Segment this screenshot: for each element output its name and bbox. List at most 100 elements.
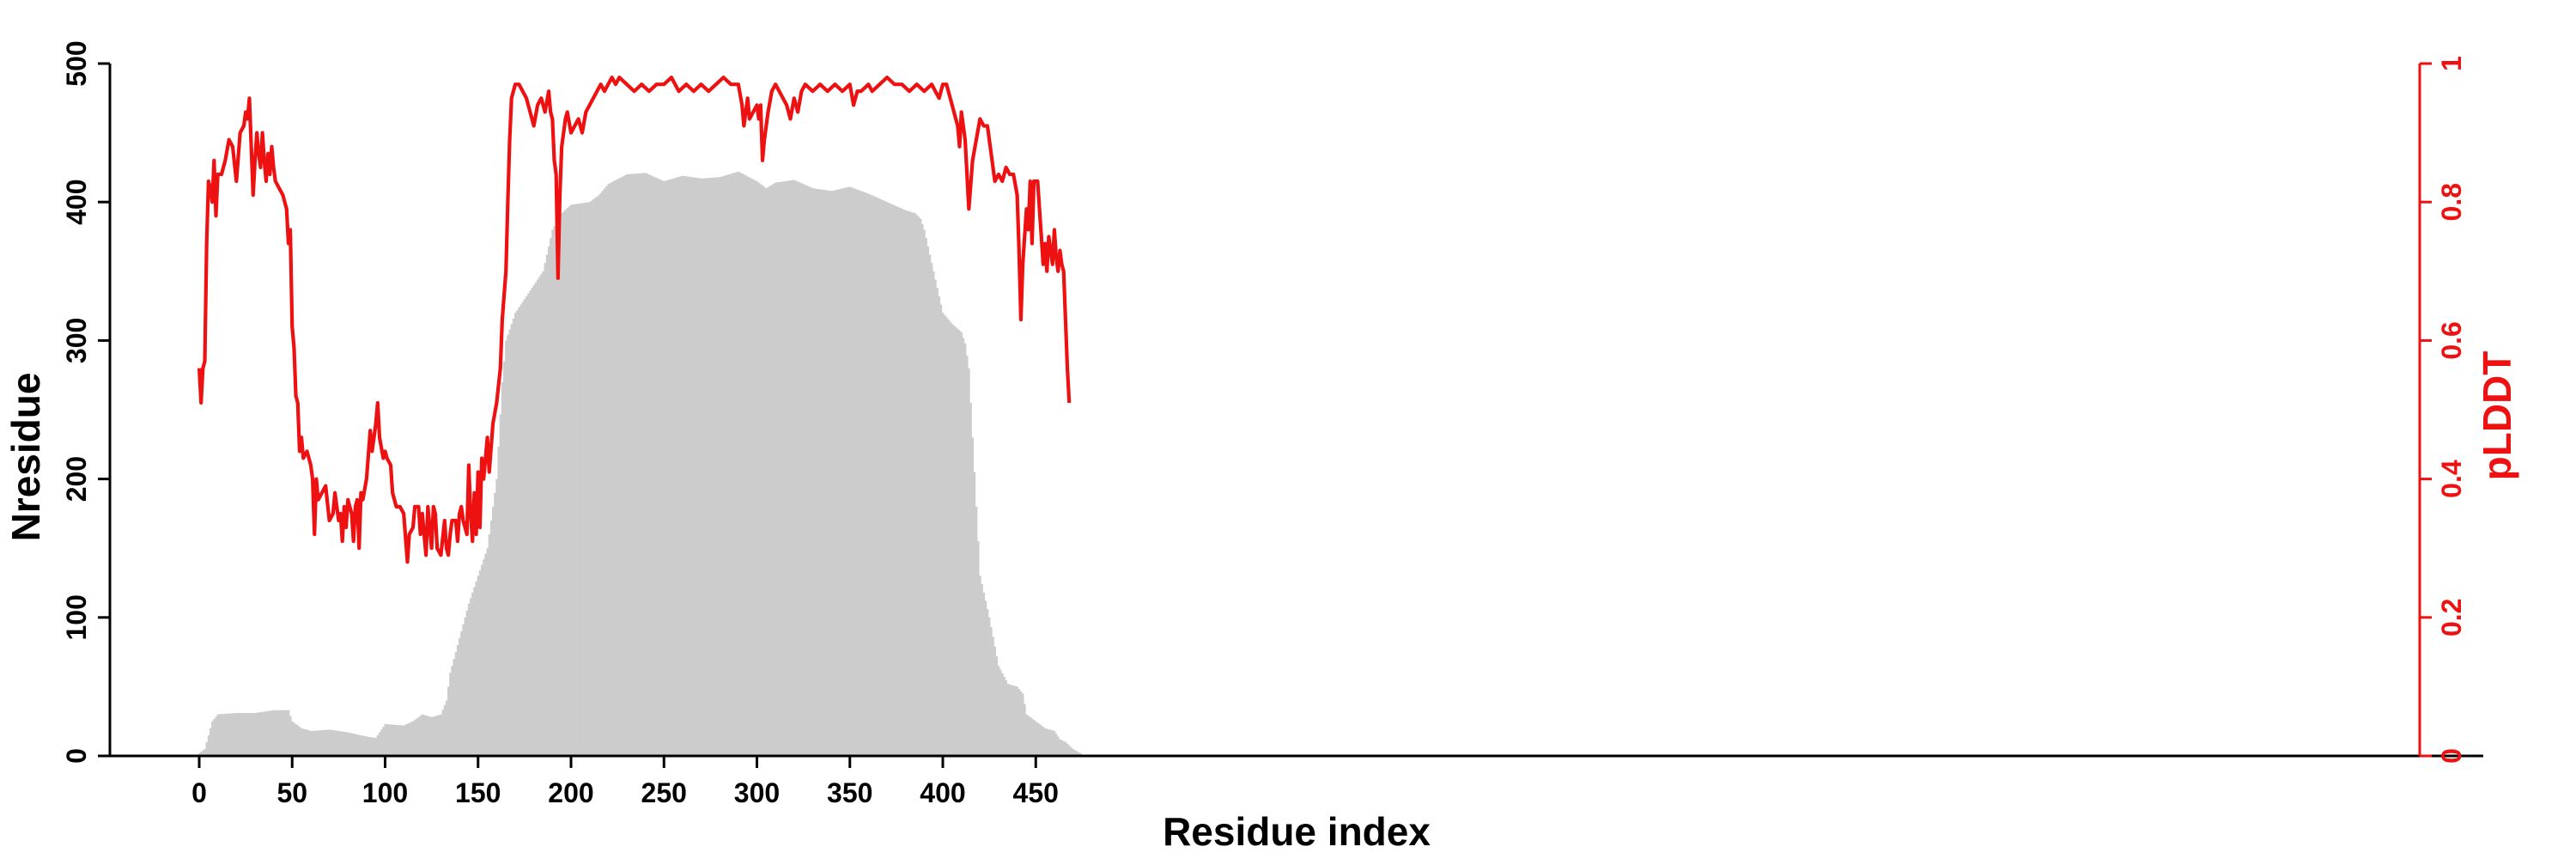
bar <box>1040 725 1043 756</box>
bar <box>234 713 236 756</box>
bar <box>1012 685 1015 756</box>
bar <box>631 174 634 757</box>
bar <box>1059 739 1061 756</box>
bar <box>553 226 556 756</box>
bar <box>378 732 381 756</box>
bar <box>411 721 415 756</box>
bar <box>1077 752 1080 756</box>
bar <box>752 179 755 756</box>
bar <box>283 710 286 756</box>
bar <box>256 712 258 756</box>
bar <box>441 710 444 756</box>
bar <box>1022 693 1024 756</box>
bar <box>523 299 526 756</box>
bar <box>531 288 533 756</box>
bar <box>778 181 781 757</box>
bar <box>315 730 318 756</box>
bar <box>259 712 262 756</box>
bar <box>562 211 565 756</box>
bar <box>733 173 736 756</box>
bar <box>534 282 538 756</box>
bar <box>540 274 543 756</box>
bar <box>558 216 562 756</box>
y-left-tick-label: 0 <box>61 748 92 764</box>
bar <box>270 710 273 756</box>
bar <box>590 200 593 757</box>
bar <box>360 734 362 756</box>
bar <box>880 199 883 757</box>
bar <box>363 735 367 756</box>
bar <box>436 715 439 756</box>
bar <box>1001 673 1004 756</box>
x-tick-label: 250 <box>641 777 687 808</box>
bar <box>639 173 641 756</box>
x-tick-label: 400 <box>920 777 965 808</box>
bar <box>685 176 688 757</box>
y-right-tick-label: 0.2 <box>2436 599 2467 637</box>
bar <box>481 564 483 756</box>
bar <box>428 716 431 756</box>
x-tick-label: 350 <box>827 777 872 808</box>
bar <box>770 185 774 756</box>
bar <box>1029 716 1032 756</box>
bar <box>960 332 963 756</box>
bar <box>625 174 629 756</box>
y-right-tick-label: 1 <box>2436 56 2467 71</box>
bar <box>986 609 989 756</box>
bar <box>679 176 683 757</box>
bar <box>735 172 738 756</box>
bar <box>432 716 435 756</box>
bar <box>867 193 870 756</box>
bar <box>204 748 206 756</box>
bar <box>817 189 820 757</box>
bar <box>406 723 409 756</box>
bar <box>908 211 911 756</box>
bar <box>1033 720 1036 756</box>
bar <box>612 180 616 757</box>
bar <box>1011 685 1013 756</box>
bar <box>494 492 496 756</box>
bar <box>376 734 380 756</box>
bar <box>1030 718 1034 756</box>
bar <box>743 174 745 756</box>
bar <box>1070 746 1072 756</box>
bar <box>979 576 981 756</box>
bar <box>719 177 721 756</box>
bar <box>765 188 768 756</box>
bar <box>962 338 965 756</box>
bar <box>416 718 418 756</box>
bar <box>781 181 785 757</box>
bar <box>1068 745 1071 756</box>
bar <box>620 177 623 757</box>
bar <box>633 174 635 756</box>
bar <box>832 190 835 756</box>
bar <box>456 645 459 756</box>
bar <box>333 730 337 756</box>
bar <box>248 713 251 756</box>
bar <box>874 197 878 756</box>
bar <box>550 238 552 756</box>
bar <box>700 178 702 757</box>
bar <box>668 180 671 757</box>
bar <box>1036 722 1039 756</box>
bar <box>218 714 222 756</box>
bar <box>1019 691 1023 756</box>
bar <box>1043 728 1047 756</box>
bar <box>869 194 872 756</box>
bar <box>410 722 413 756</box>
bar <box>933 271 935 756</box>
bar <box>853 188 855 756</box>
x-tick-label: 50 <box>276 777 307 808</box>
bar <box>1024 704 1026 756</box>
bar <box>404 724 407 756</box>
bar <box>882 200 885 756</box>
bar <box>438 715 440 756</box>
bar <box>982 592 986 756</box>
bar <box>646 174 649 756</box>
bar <box>644 173 647 757</box>
bar <box>938 295 941 756</box>
bar <box>891 204 894 757</box>
bar <box>847 186 849 756</box>
bar <box>572 204 574 757</box>
bar <box>642 173 645 756</box>
